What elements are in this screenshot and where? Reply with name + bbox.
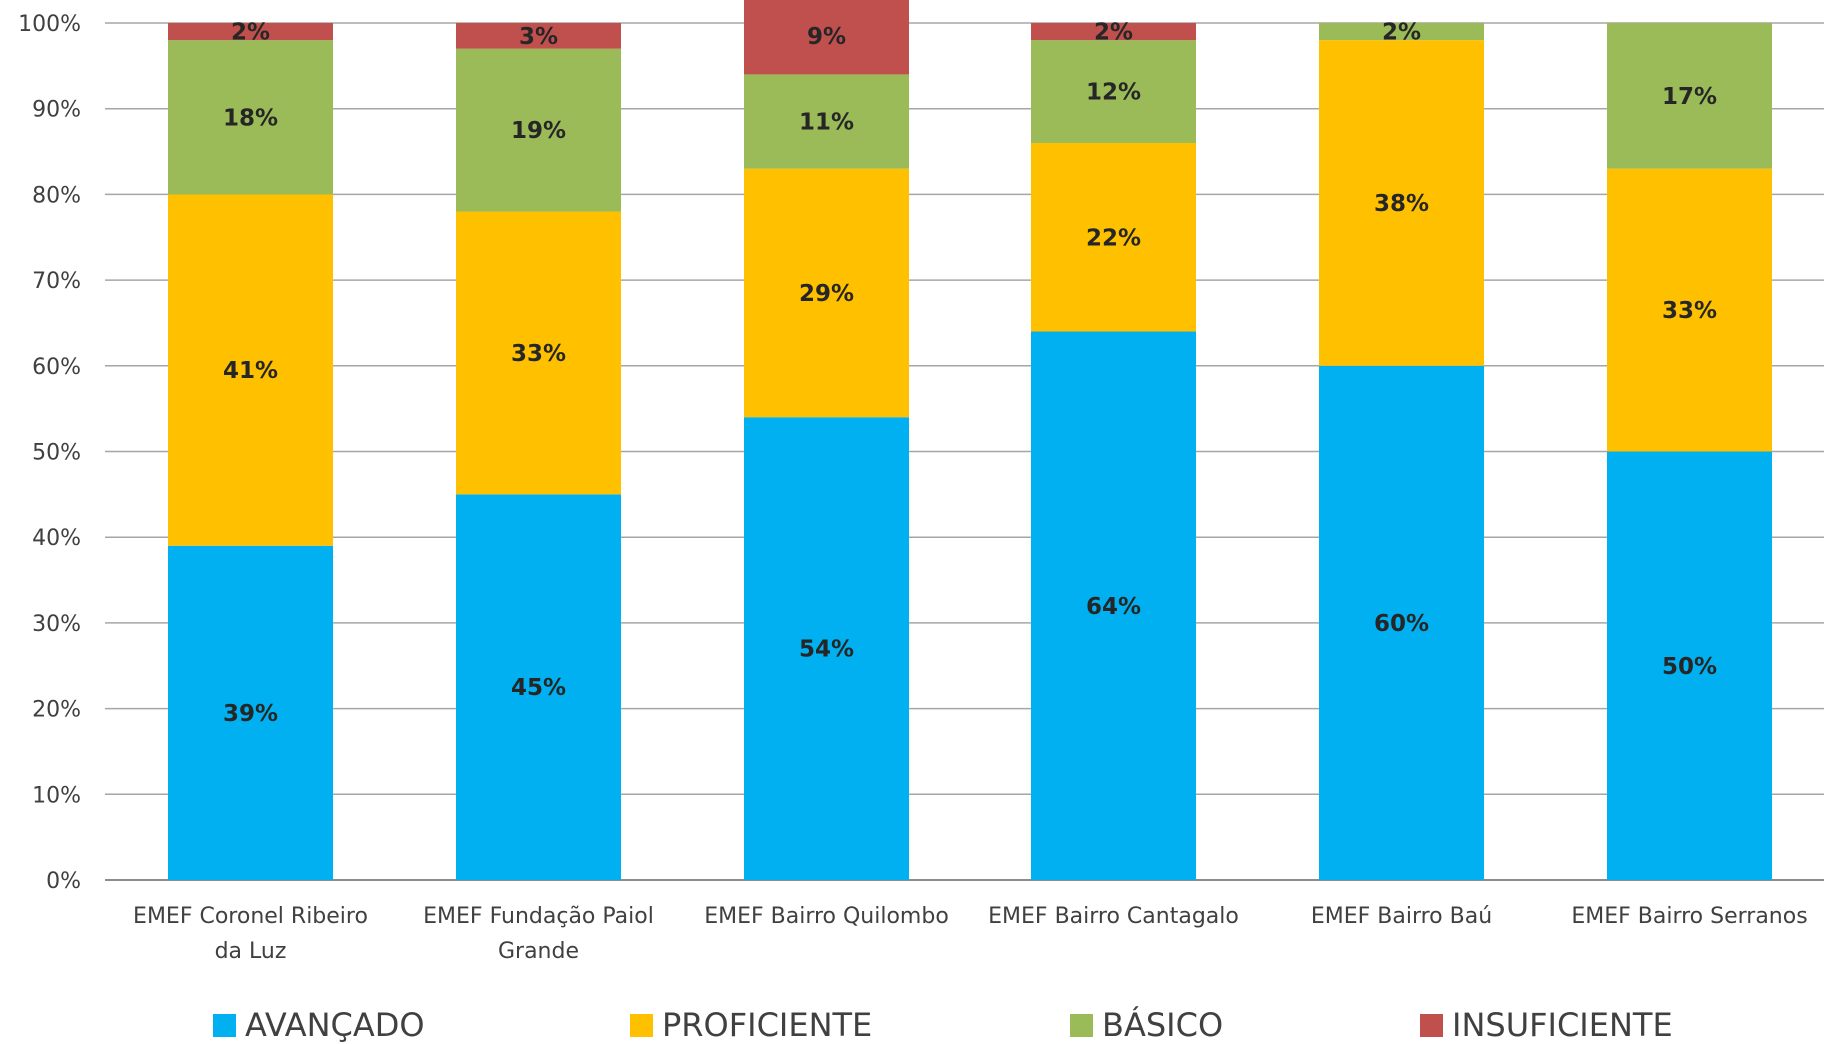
y-tick-label: 20% xyxy=(32,698,81,723)
y-axis: 0% 10% 20% 30% 40% 50% 60% 70% 80% 90% 100% xyxy=(18,12,81,894)
x-axis: EMEF Coronel Ribeiro da Luz EMEF Fundação … xyxy=(133,904,1808,964)
bar-segment xyxy=(744,417,909,880)
x-tick-label: da Luz xyxy=(215,939,287,964)
data-label: 45% xyxy=(511,675,566,701)
data-label: 33% xyxy=(1662,298,1717,324)
legend-swatch xyxy=(213,1014,236,1037)
data-labels: 39% 41% 18% 2% 45% 33% 19% 3% 54% 29% 11% 9% 64% 22% 1… xyxy=(223,20,1717,727)
x-tick-label: Grande xyxy=(498,939,579,964)
bar-segment xyxy=(1319,365,1484,880)
data-label: 2% xyxy=(231,20,270,46)
bar-segment xyxy=(1031,331,1196,880)
legend-label: BÁSICO xyxy=(1102,1006,1223,1044)
y-tick-label: 50% xyxy=(32,441,81,466)
bar-segment xyxy=(456,211,621,495)
bar-segment xyxy=(1607,23,1772,169)
y-tick-label: 10% xyxy=(32,783,81,808)
x-tick-label: EMEF Bairro Cantagalo xyxy=(988,904,1239,929)
data-label: 41% xyxy=(223,358,278,384)
y-tick-label: 60% xyxy=(32,355,81,380)
bar-segment xyxy=(1607,451,1772,880)
x-tick-label: EMEF Coronel Ribeiro xyxy=(133,904,368,929)
data-label: 18% xyxy=(223,105,278,131)
bar-segment xyxy=(744,74,909,169)
bar-segment xyxy=(168,23,333,41)
y-tick-label: 90% xyxy=(32,98,81,123)
bar-segment xyxy=(1319,23,1484,41)
data-label: 3% xyxy=(519,24,558,50)
data-label: 12% xyxy=(1086,80,1141,106)
bar-segment xyxy=(168,40,333,195)
bar-segment xyxy=(456,23,621,49)
data-label: 22% xyxy=(1086,225,1141,251)
bars xyxy=(168,0,1772,880)
bar-segment xyxy=(456,494,621,880)
x-tick-label: EMEF Fundação Paiol xyxy=(423,904,654,929)
legend-swatch xyxy=(630,1014,653,1037)
y-tick-label: 80% xyxy=(32,183,81,208)
data-label: 64% xyxy=(1086,594,1141,620)
x-tick-label: EMEF Bairro Serranos xyxy=(1571,904,1807,929)
data-label: 29% xyxy=(799,281,854,307)
bar-segment xyxy=(1319,40,1484,366)
y-tick-label: 30% xyxy=(32,612,81,637)
bar-segment xyxy=(1607,168,1772,452)
bar-segment xyxy=(168,545,333,880)
bar-segment xyxy=(744,0,909,75)
y-tick-label: 0% xyxy=(46,869,81,894)
data-label: 54% xyxy=(799,637,854,663)
data-label: 2% xyxy=(1094,20,1133,46)
data-label: 11% xyxy=(799,110,854,136)
data-label: 38% xyxy=(1374,191,1429,217)
x-tick-label: EMEF Bairro Quilombo xyxy=(704,904,949,929)
y-tick-label: 70% xyxy=(32,269,81,294)
legend: AVANÇADO PROFICIENTE BÁSICO INSUFICIENTE xyxy=(213,1006,1673,1044)
legend-label: AVANÇADO xyxy=(245,1006,425,1044)
data-label: 2% xyxy=(1382,20,1421,46)
y-tick-label: 100% xyxy=(18,12,81,37)
data-label: 50% xyxy=(1662,654,1717,680)
bar-segment xyxy=(1031,23,1196,41)
data-label: 33% xyxy=(511,341,566,367)
data-label: 17% xyxy=(1662,84,1717,110)
legend-label: PROFICIENTE xyxy=(662,1006,872,1044)
data-label: 60% xyxy=(1374,611,1429,637)
bar-segment xyxy=(1031,142,1196,332)
bar-segment xyxy=(456,48,621,212)
data-label: 9% xyxy=(807,24,846,50)
bar-segment xyxy=(1031,40,1196,143)
legend-swatch xyxy=(1420,1014,1443,1037)
legend-label: INSUFICIENTE xyxy=(1452,1006,1673,1044)
gridlines xyxy=(105,22,1824,881)
x-tick-label: EMEF Bairro Baú xyxy=(1311,904,1492,929)
bar-segment xyxy=(168,194,333,546)
data-label: 39% xyxy=(223,701,278,727)
bar-segment xyxy=(744,168,909,418)
legend-swatch xyxy=(1070,1014,1093,1037)
data-label: 19% xyxy=(511,118,566,144)
y-tick-label: 40% xyxy=(32,526,81,551)
